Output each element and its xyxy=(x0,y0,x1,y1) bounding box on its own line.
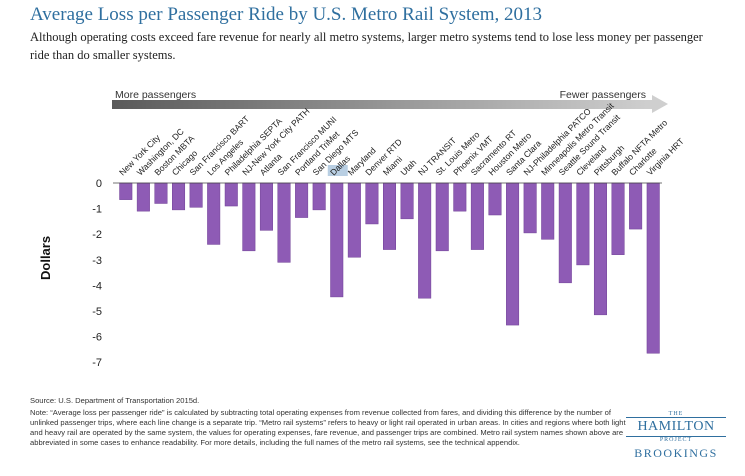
chart-subtitle: Although operating costs exceed fare rev… xyxy=(30,30,703,62)
y-tick-label: -1 xyxy=(92,204,102,216)
y-tick-label: -4 xyxy=(92,280,102,292)
bar xyxy=(172,182,186,211)
bar xyxy=(136,182,150,212)
bar xyxy=(541,182,555,240)
bar xyxy=(453,182,467,212)
bar xyxy=(207,182,221,245)
bar xyxy=(418,182,432,299)
source-note: Source: U.S. Department of Transportatio… xyxy=(30,396,200,405)
bar xyxy=(435,182,449,252)
bar xyxy=(506,182,520,326)
bar xyxy=(154,182,168,204)
bar xyxy=(646,182,660,354)
bar xyxy=(242,182,256,252)
logo-hamilton: HAMILTON xyxy=(626,417,726,437)
highlight-box xyxy=(327,165,348,176)
bar xyxy=(629,182,643,230)
bar xyxy=(400,182,414,220)
y-tick-label: -3 xyxy=(92,255,102,267)
gradient-arrow-bar xyxy=(112,100,652,109)
logo-project: PROJECT xyxy=(659,437,693,443)
bar xyxy=(259,182,273,231)
y-tick-label: -6 xyxy=(92,332,102,344)
bar xyxy=(611,182,625,255)
bar xyxy=(383,182,396,250)
bar xyxy=(365,182,379,225)
methodology-note: Note: “Average loss per passenger ride” … xyxy=(30,408,626,447)
logo-brookings: BROOKINGS xyxy=(634,446,718,460)
passenger-arrow: More passengers Fewer passengers xyxy=(112,89,672,115)
bar xyxy=(558,182,572,284)
hamilton-project-logo: THE HAMILTON PROJECT BROOKINGS xyxy=(626,411,726,461)
bar xyxy=(523,182,537,234)
y-tick-label: -2 xyxy=(92,229,102,241)
bar xyxy=(119,182,133,200)
y-tick-label: -7 xyxy=(92,357,102,369)
y-tick-label: -5 xyxy=(92,306,102,318)
arrow-right-icon xyxy=(652,95,668,113)
y-axis-label: Dollars xyxy=(38,235,53,280)
arrow-label-fewer: Fewer passengers xyxy=(559,89,646,101)
bar xyxy=(470,182,484,250)
bar xyxy=(593,182,607,316)
bar xyxy=(576,182,590,266)
bar xyxy=(224,182,238,207)
bar xyxy=(295,182,309,218)
bar xyxy=(189,182,203,208)
bar xyxy=(277,182,291,263)
bar xyxy=(347,182,361,258)
chart-title: Average Loss per Passenger Ride by U.S. … xyxy=(30,4,543,25)
bar xyxy=(488,182,502,216)
arrow-label-more: More passengers xyxy=(115,89,197,101)
y-tick-label: 0 xyxy=(96,178,102,190)
bar xyxy=(312,182,326,211)
bar xyxy=(330,182,344,298)
logo-the: THE xyxy=(668,411,684,417)
